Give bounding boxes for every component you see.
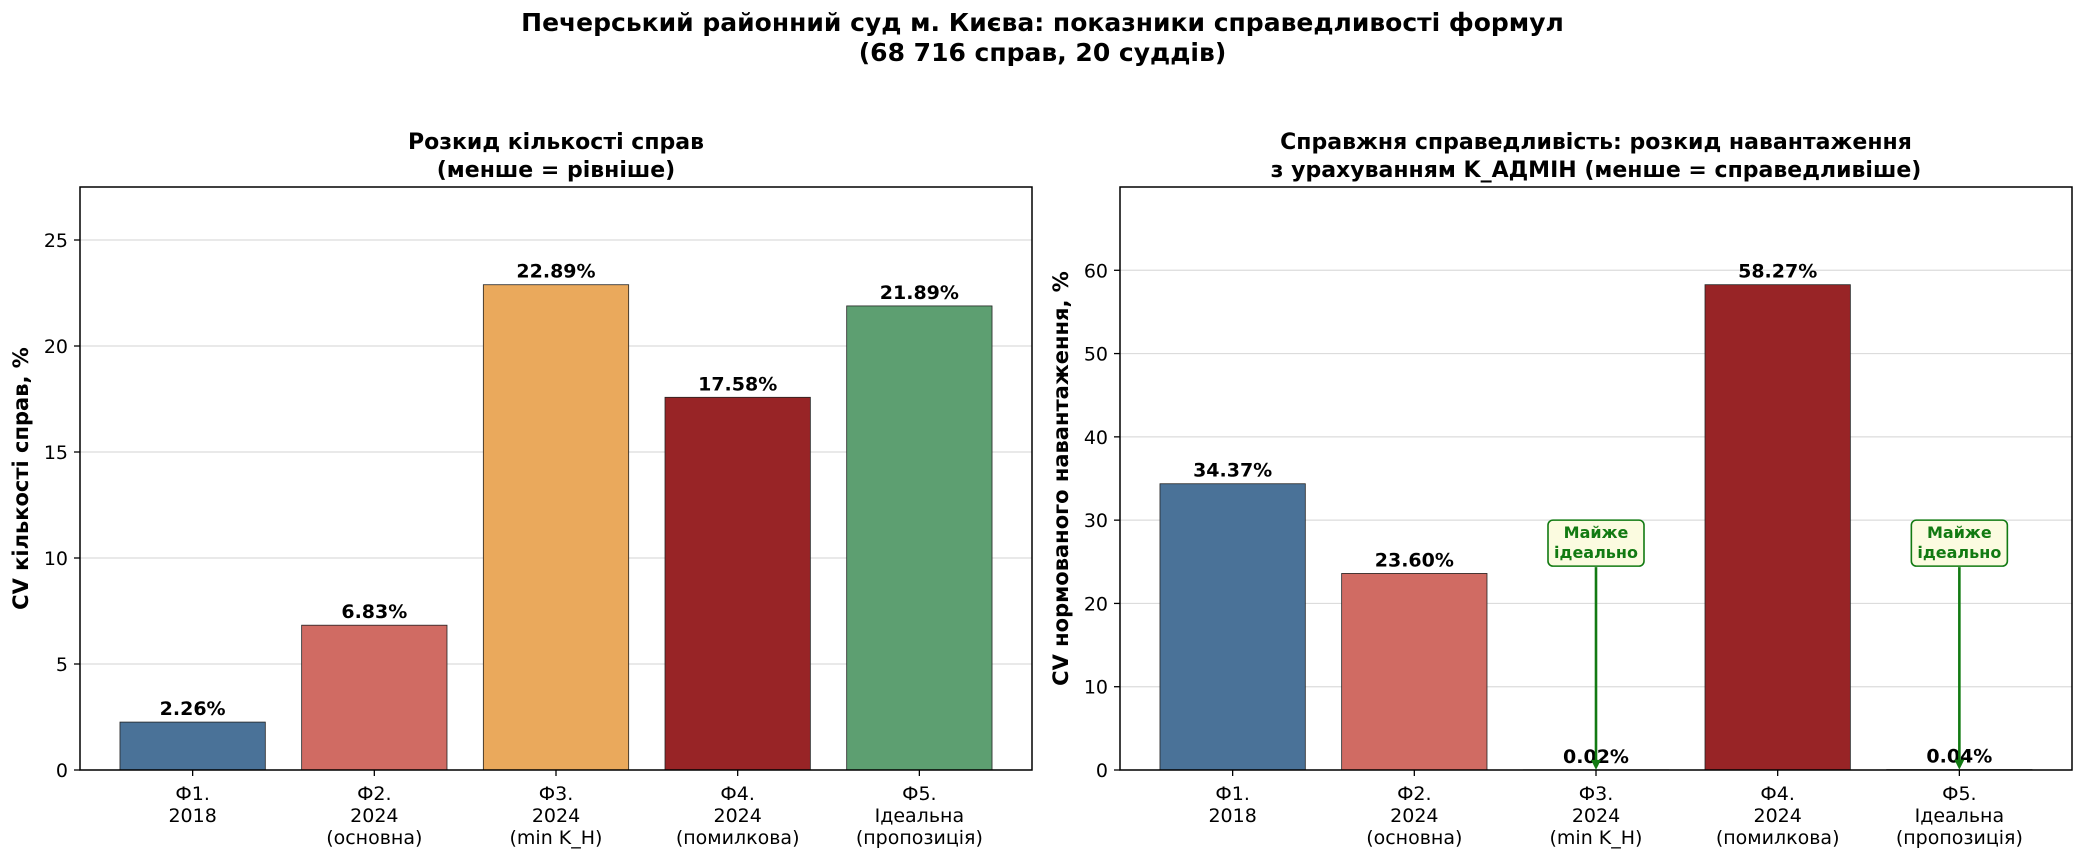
bar (664, 396, 811, 771)
y-tick-label: 15 (44, 442, 68, 464)
y-tick-label: 0 (1096, 760, 1108, 782)
bars (119, 284, 993, 771)
data-label: 23.60% (1375, 549, 1454, 571)
plot-frame (79, 186, 1033, 771)
y-axis-label: CV нормованого навантаження, % (1049, 271, 1073, 686)
x-tick-label: Ф2. 2024 (основна) (326, 783, 422, 849)
data-label: 58.27% (1738, 261, 1817, 283)
annotation-arrowhead (1591, 759, 1601, 770)
x-tick-label: Ф5. Ідеальна (пропозиція) (856, 783, 983, 849)
x-tick-label: Ф1. 2018 (168, 783, 216, 827)
x-axis: Ф1. 2018 Ф2. 2024 (основна) Ф3. 2024 (min K_Н) Ф… (1208, 770, 2023, 849)
bar (1341, 573, 1488, 771)
y-tick-label: 30 (1084, 510, 1108, 532)
x-tick-label: Ф3. 2024 (min K_Н) (1550, 783, 1643, 849)
y-tick-label: 50 (1084, 344, 1108, 366)
x-tick-label: Ф5. Ідеальна (пропозиція) (1896, 783, 2023, 849)
gridlines (1120, 269, 2072, 771)
annotation-text: Майже ідеально (1917, 523, 2001, 562)
annotation-box (1547, 519, 1645, 567)
y-tick-label: 25 (44, 230, 68, 252)
x-tick-label: Ф4. 2024 (помилкова) (1716, 783, 1840, 849)
y-tick-label: 10 (1084, 677, 1108, 699)
chart-title: Справжня справедливість: розкид навантаж… (1271, 130, 1922, 183)
plot-frame (1119, 186, 2073, 771)
bars (1159, 284, 2033, 771)
data-label: 17.58% (698, 373, 777, 395)
x-tick-label: Ф1. 2018 (1208, 783, 1256, 827)
annotations: Майже ідеально Майже ідеально (1547, 519, 2009, 770)
chart-title: Розкид кількості справ (менше = рівніше) (408, 130, 704, 183)
x-axis: Ф1. 2018 Ф2. 2024 (основна) Ф3. 2024 (min K_Н) Ф… (168, 770, 983, 849)
x-tick-label: Ф4. 2024 (помилкова) (676, 783, 800, 849)
data-label: 21.89% (880, 282, 959, 304)
data-label: 2.26% (160, 698, 226, 720)
y-axis: 0 10 20 30 40 50 60 (1084, 260, 1120, 782)
bar (482, 284, 630, 771)
y-tick-label: 20 (44, 336, 68, 358)
y-axis-label: CV кількості справ, % (9, 347, 33, 610)
data-label: 6.83% (341, 601, 407, 623)
bar (846, 305, 993, 771)
annotation-text: Майже ідеально (1554, 523, 1638, 562)
x-tick-label: Ф2. 2024 (основна) (1366, 783, 1462, 849)
figure-title-line2: (68 716 справ, 20 суддів) (858, 38, 1227, 67)
bar (1159, 483, 1306, 771)
annotation-arrowhead (1954, 759, 1965, 770)
annotation-box (1910, 519, 2009, 567)
data-label: 22.89% (516, 261, 595, 283)
y-tick-label: 5 (56, 654, 68, 676)
bar (119, 721, 266, 771)
data-label: 0.02% (1563, 746, 1629, 768)
y-axis: 0 5 10 15 20 25 (44, 230, 80, 782)
x-tick-label: Ф3. 2024 (min K_Н) (510, 783, 603, 849)
value-labels: 34.37% 23.60% 0.02% 58.27% 0.04% (1193, 261, 1992, 768)
y-tick-label: 60 (1084, 260, 1108, 282)
bar (301, 624, 448, 771)
value-labels: 2.26% 6.83% 22.89% 17.58% 21.89% (160, 261, 959, 720)
data-label: 34.37% (1193, 460, 1272, 482)
bar (1704, 284, 1851, 771)
figure-title-line1: Печерський районний суд м. Києва: показн… (521, 8, 1564, 37)
y-tick-label: 20 (1084, 593, 1108, 615)
y-tick-label: 0 (56, 760, 68, 782)
y-tick-label: 40 (1084, 427, 1108, 449)
y-tick-label: 10 (44, 548, 68, 570)
data-label: 0.04% (1926, 746, 1992, 768)
gridlines (80, 239, 1032, 771)
